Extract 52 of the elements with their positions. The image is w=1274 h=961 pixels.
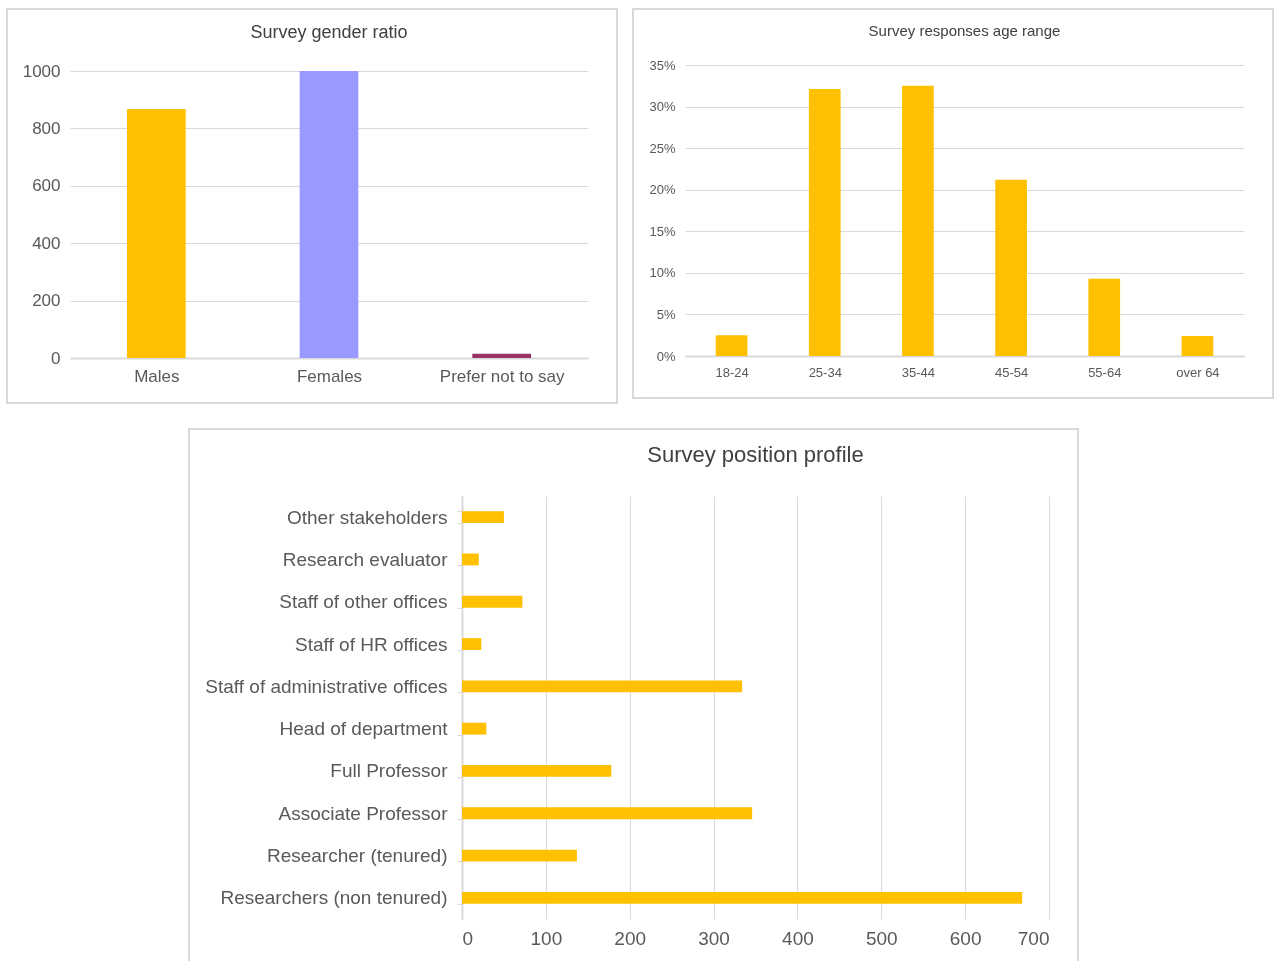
x-tick-label: Males [134,366,180,386]
y-tick-label: Research evaluator [282,548,449,570]
y-tick-label: 200 [32,291,61,311]
y-tick-label: 10% [649,265,676,281]
bar [1088,278,1121,356]
bar [715,335,748,356]
y-tick-label: Staff of HR offices [295,633,448,655]
x-tick-label: 100 [530,927,563,949]
bar [1181,336,1214,356]
bar [472,353,532,358]
y-tick-label: Researcher (tenured) [266,845,448,867]
bar [995,179,1027,356]
bar [808,89,841,356]
x-tick-label: Females [296,366,363,386]
y-tick-label: 35% [649,57,676,73]
y-tick-label: Staff of other offices [279,591,448,613]
y-tick-label: 15% [649,223,676,239]
y-tick-label: Associate Professor [278,802,449,824]
x-tick-label: 500 [865,927,898,949]
y-tick-label: Full Professor [330,760,449,782]
x-tick-label: 600 [949,927,982,949]
x-tick-label: 0 [462,927,474,949]
bar [126,108,186,358]
x-tick-label: 200 [614,927,647,949]
chart-title: Survey gender ratio [250,22,408,42]
y-tick-label: Head of department [279,718,449,740]
y-tick-label: 800 [32,118,61,138]
x-tick-label: 300 [698,927,730,949]
bar [902,85,934,356]
x-tick-label: 35-44 [901,364,936,380]
y-tick-label: Other stakeholders [286,506,448,528]
x-tick-label: 25-34 [808,364,842,380]
x-tick-label: 45-54 [994,364,1029,380]
x-tick-label: 18-24 [715,364,749,380]
y-tick-label: 5% [656,306,676,322]
y-tick-label: 0% [656,348,676,364]
y-tick-label: 400 [32,233,61,253]
y-tick-label: Researchers (non tenured) [220,887,448,909]
x-tick-label: Prefer not to say [439,366,566,386]
x-tick-label: over 64 [1176,364,1220,380]
y-tick-label: Staff of administrative offices [205,675,448,697]
chart-title: Survey responses age range [868,22,1061,39]
chart-title: Survey position profile [647,442,864,467]
x-tick-label: 700 [1017,927,1050,949]
x-tick-label: 400 [782,927,814,949]
bar [299,71,359,358]
y-tick-label: 25% [649,140,676,156]
y-tick-label: 600 [32,176,61,196]
y-tick-label: 20% [649,182,676,198]
x-tick-label: 55-64 [1088,364,1122,380]
y-tick-label: 1000 [22,61,61,81]
y-tick-label: 30% [649,99,676,115]
